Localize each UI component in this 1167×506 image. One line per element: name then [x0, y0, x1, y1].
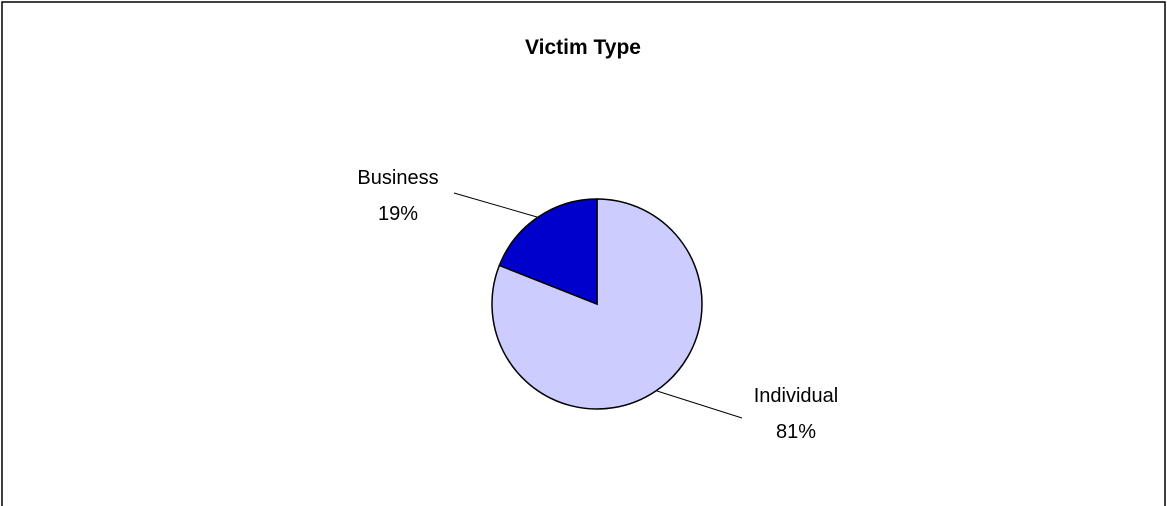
leader-line-business [453, 192, 538, 218]
pie-slices [491, 198, 703, 410]
chart-title: Victim Type [525, 36, 641, 59]
pie-slice-business [498, 198, 598, 306]
slice-label-business: Business [357, 167, 438, 189]
slice-label-individual: Individual [754, 385, 839, 407]
slice-value-business: 19% [378, 203, 418, 225]
slice-value-individual: 81% [776, 421, 816, 443]
leader-line-individual [656, 390, 743, 419]
slice-labels: Individual 81% Business 19% [357, 167, 838, 443]
leader-lines [453, 192, 743, 419]
